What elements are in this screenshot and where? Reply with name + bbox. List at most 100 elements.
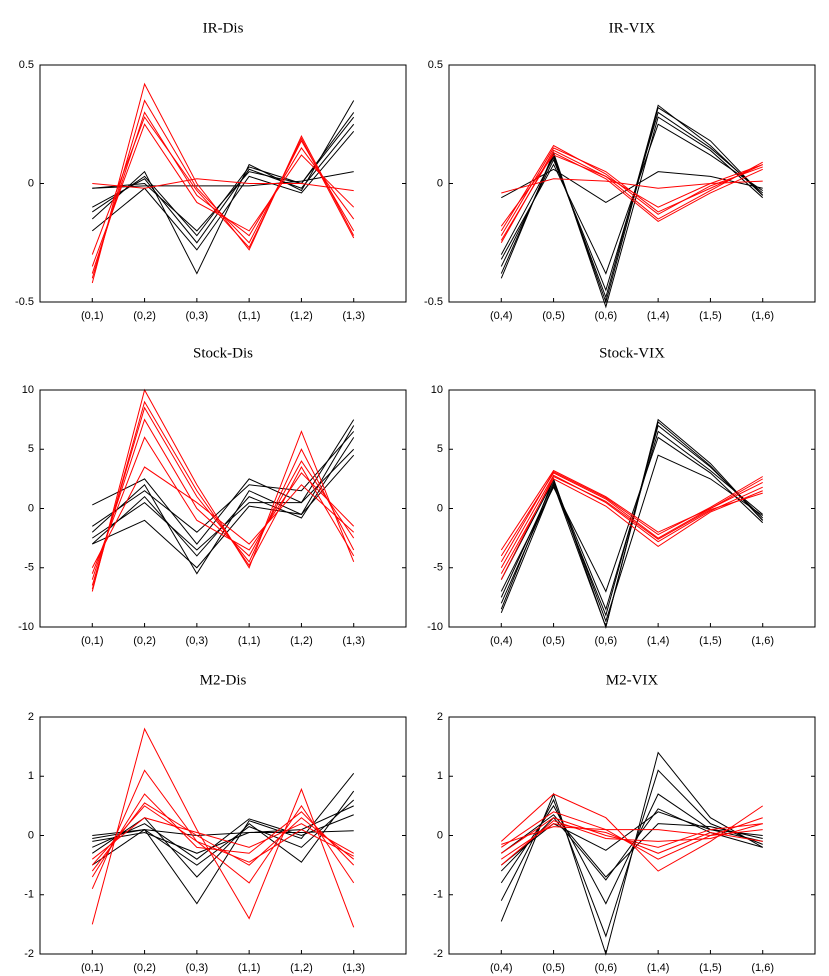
series-line: [91, 123, 355, 267]
series-line: [92, 178, 354, 192]
series-line: [92, 171, 354, 189]
x-tick-label: (0,6): [595, 635, 618, 647]
x-tick-label: (1,3): [342, 635, 365, 647]
y-tick-label: -10: [18, 621, 34, 633]
x-tick-label: (1,4): [647, 310, 670, 322]
y-tick-label: -0.5: [15, 296, 34, 308]
series-line: [500, 475, 763, 580]
x-tick-label: (1,4): [647, 962, 670, 974]
series-line: [91, 388, 355, 592]
y-tick-label: 2: [28, 711, 34, 723]
x-tick-label: (1,1): [238, 962, 261, 974]
x-tick-label: (1,2): [290, 635, 313, 647]
plot-frame: [448, 389, 816, 628]
series-line: [500, 820, 763, 866]
chart-title: IR-Dis: [203, 20, 244, 36]
series-line: [500, 811, 763, 866]
x-tick-label: (0,1): [81, 962, 104, 974]
x-tick-label: (1,3): [342, 310, 365, 322]
y-tick-label: 10: [431, 384, 443, 396]
series-line: [501, 817, 763, 854]
x-tick-label: (0,3): [186, 962, 209, 974]
x-tick-label: (0,1): [81, 635, 104, 647]
y-tick-label: -2: [24, 948, 34, 960]
x-tick-label: (1,6): [751, 635, 774, 647]
x-tick-label: (1,1): [238, 635, 261, 647]
x-tick-label: (0,2): [133, 635, 156, 647]
plot-frame: [448, 64, 816, 303]
x-tick-label: (1,1): [238, 310, 261, 322]
chart-title: M2-VIX: [606, 672, 659, 688]
x-tick-label: (0,6): [595, 310, 618, 322]
series-line: [501, 178, 763, 194]
series-line: [500, 154, 763, 227]
series-line: [91, 406, 355, 586]
series-line: [91, 466, 355, 568]
chart-title: Stock-Dis: [193, 345, 253, 361]
series-line: [500, 471, 763, 563]
y-tick-label: 5: [28, 443, 34, 455]
series-line: [501, 811, 763, 860]
series-line: [92, 431, 355, 533]
series-line: [91, 793, 355, 878]
y-tick-label: 1: [28, 770, 34, 782]
series-line: [500, 454, 764, 623]
y-tick-label: 2: [437, 711, 443, 723]
y-tick-label: 0: [28, 502, 34, 514]
y-tick-label: 0: [28, 829, 34, 841]
y-tick-label: -2: [433, 948, 443, 960]
series-line: [500, 793, 763, 905]
y-tick-label: 0: [437, 177, 443, 189]
series-line: [500, 123, 763, 275]
x-tick-label: (0,2): [133, 962, 156, 974]
x-tick-label: (0,4): [490, 962, 513, 974]
plot-frame: [39, 716, 407, 955]
y-tick-label: 0.5: [428, 59, 443, 71]
x-tick-label: (1,5): [699, 962, 722, 974]
series-line: [92, 123, 355, 244]
series-line: [92, 454, 355, 569]
x-tick-label: (0,6): [595, 962, 618, 974]
x-tick-label: (0,5): [542, 962, 565, 974]
series-line: [501, 826, 763, 845]
x-tick-label: (0,3): [186, 635, 209, 647]
chart-title: Stock-VIX: [599, 345, 665, 361]
series-line: [91, 400, 355, 590]
x-tick-label: (1,6): [751, 310, 774, 322]
x-tick-label: (1,2): [290, 962, 313, 974]
y-tick-label: 0: [437, 502, 443, 514]
series-line: [91, 805, 354, 866]
series-line: [92, 799, 355, 866]
plot-frame: [39, 389, 407, 628]
y-tick-label: -1: [433, 889, 443, 901]
x-tick-label: (0,4): [490, 310, 513, 322]
x-tick-label: (1,4): [647, 635, 670, 647]
x-tick-label: (1,6): [751, 962, 774, 974]
x-tick-label: (1,3): [342, 962, 365, 974]
y-tick-label: -5: [433, 562, 443, 574]
x-tick-label: (0,5): [542, 635, 565, 647]
series-line: [501, 168, 763, 204]
series-line: [91, 769, 355, 890]
series-line: [91, 131, 355, 251]
x-tick-label: (0,1): [81, 310, 104, 322]
plot-area: [40, 717, 406, 954]
y-tick-label: 0: [28, 177, 34, 189]
series-line: [91, 817, 354, 860]
y-tick-label: -1: [24, 889, 34, 901]
x-tick-label: (1,5): [699, 635, 722, 647]
series-line: [92, 805, 354, 854]
series-line: [500, 469, 763, 551]
y-tick-label: -5: [24, 562, 34, 574]
y-tick-label: 0: [437, 829, 443, 841]
x-tick-label: (0,2): [133, 310, 156, 322]
series-line: [91, 116, 355, 255]
x-tick-label: (1,5): [699, 310, 722, 322]
y-tick-label: 0.5: [19, 59, 34, 71]
chart-title: IR-VIX: [609, 20, 656, 36]
plot-area: [449, 717, 815, 954]
plot-area: [449, 65, 815, 302]
chart-title: M2-Dis: [200, 672, 247, 688]
